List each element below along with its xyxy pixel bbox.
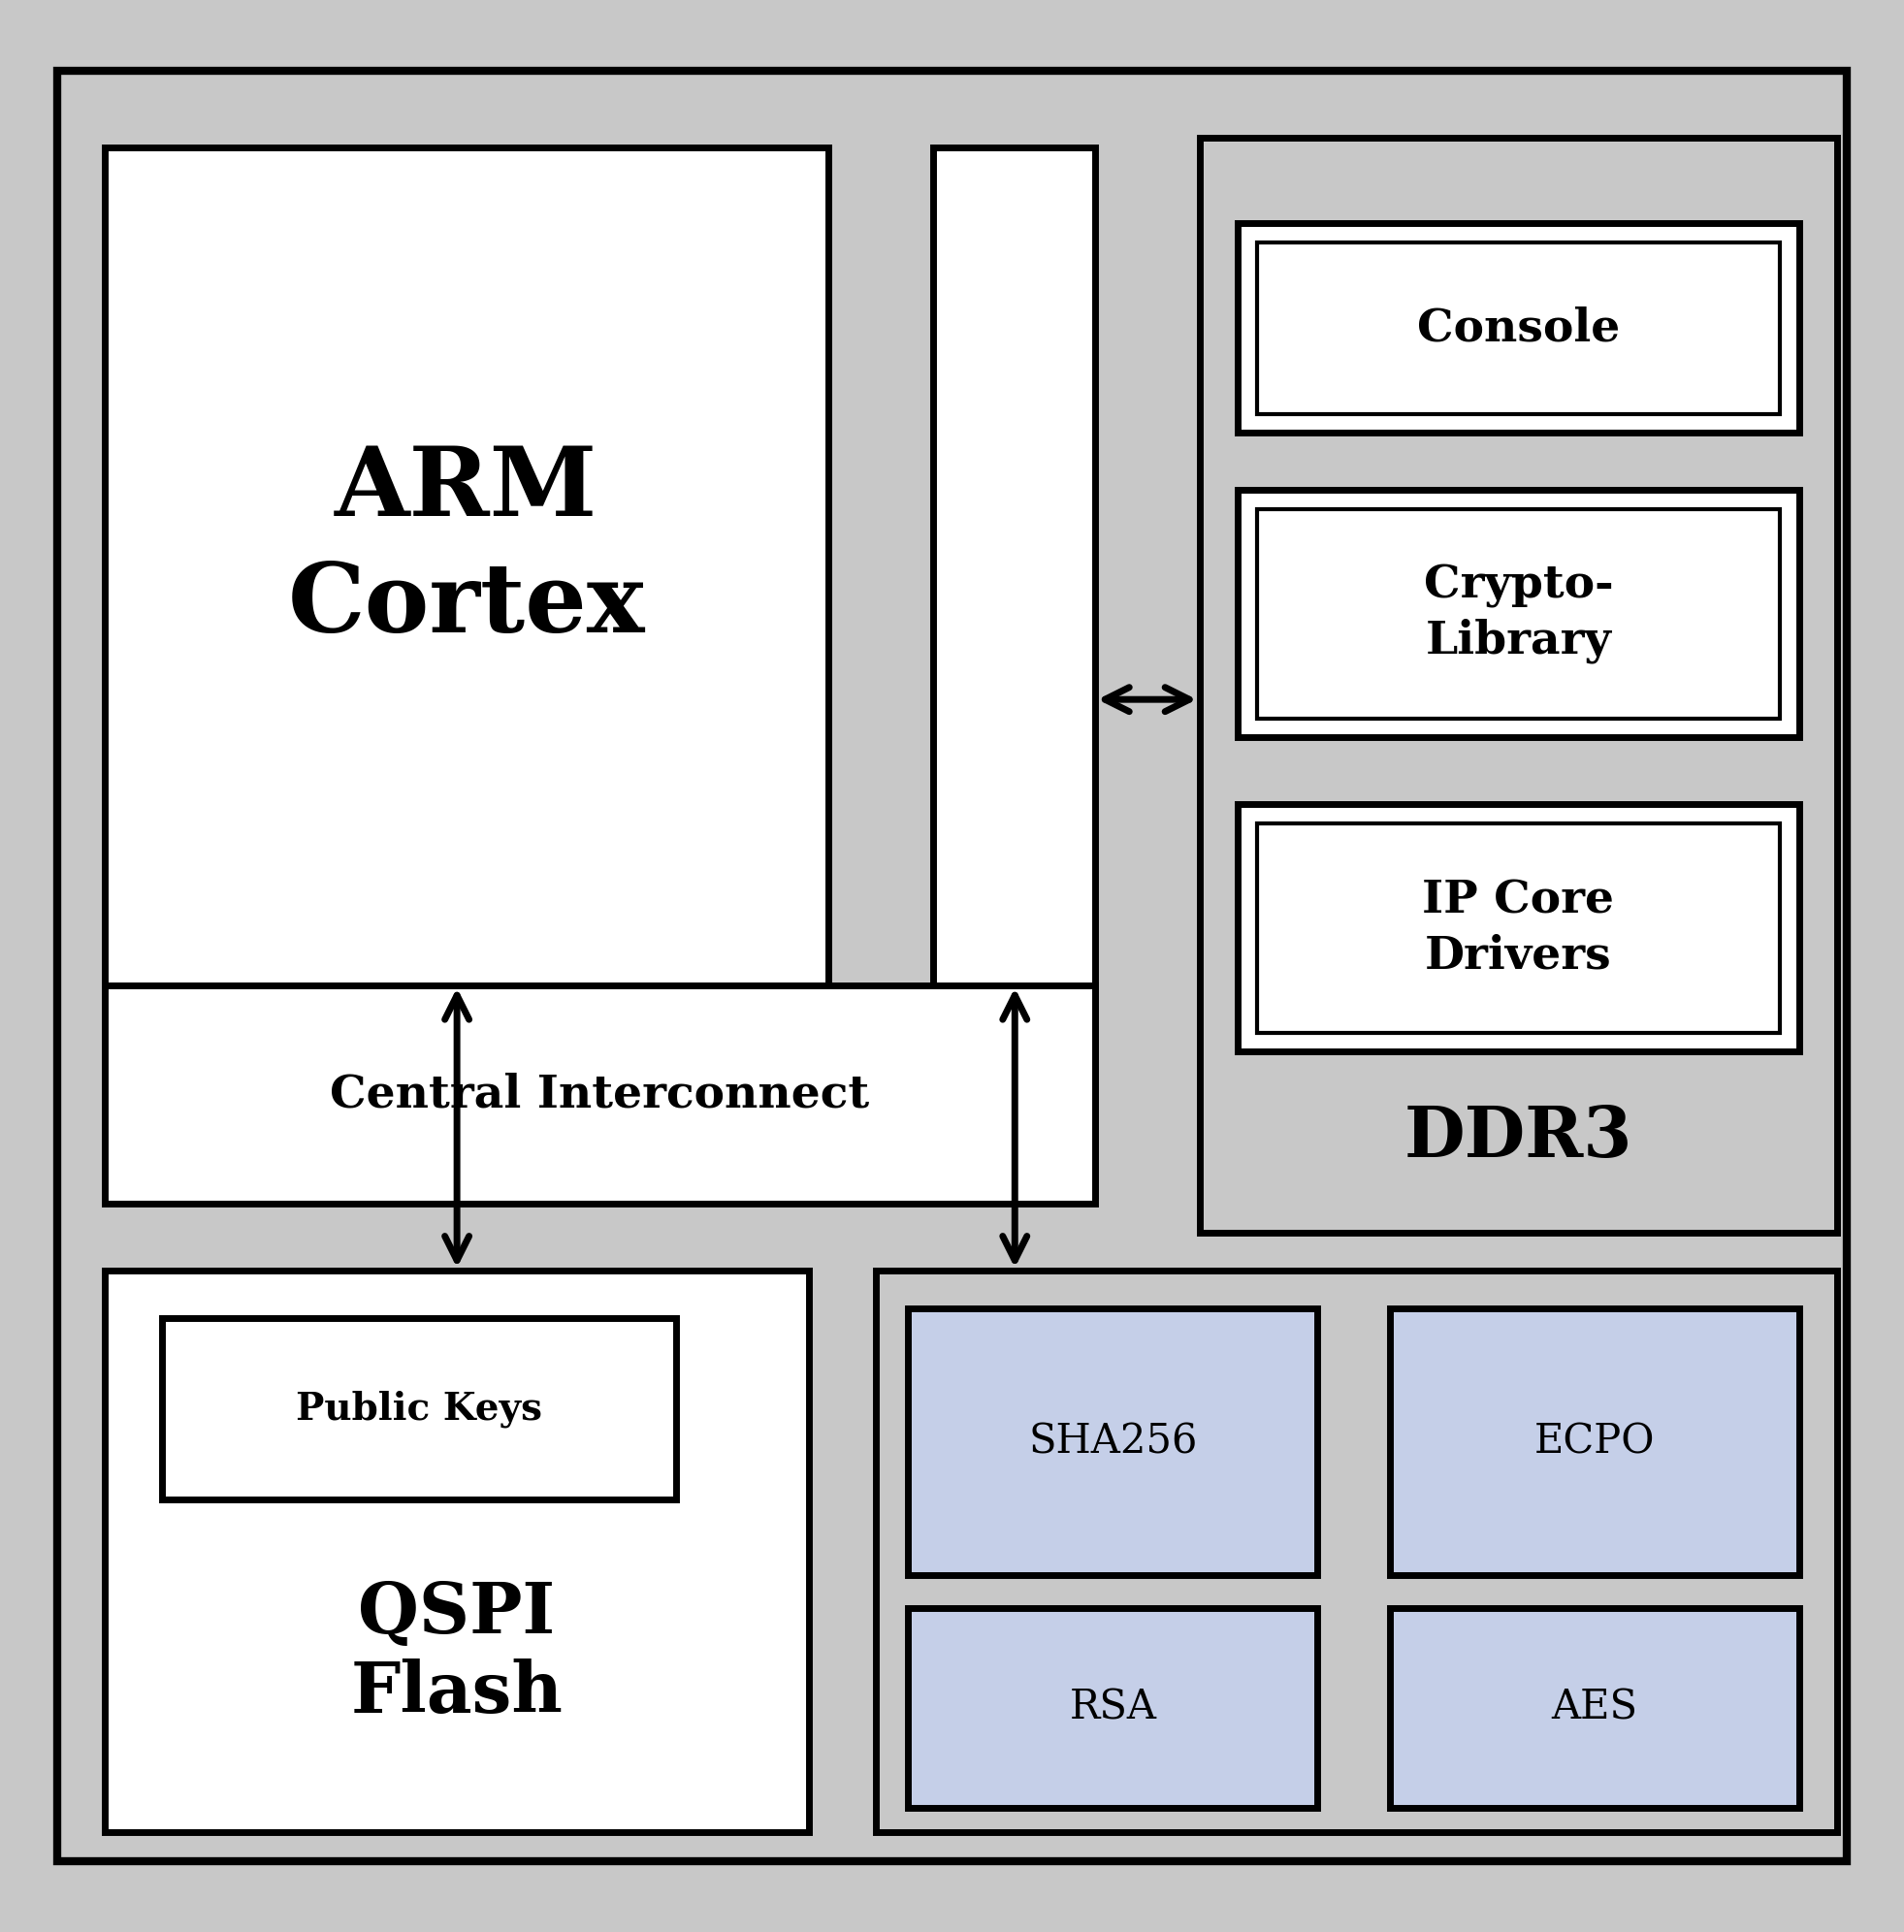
Text: Public Keys: Public Keys	[295, 1389, 543, 1428]
Bar	[1200, 137, 1837, 1233]
Bar	[1257, 508, 1780, 719]
Bar	[105, 147, 828, 985]
Text: Crypto-
Library: Crypto- Library	[1424, 564, 1613, 665]
Text: IP Core
Drivers: IP Core Drivers	[1422, 877, 1615, 978]
Bar	[1238, 491, 1799, 738]
Text: RSA: RSA	[1070, 1687, 1156, 1727]
Bar	[105, 1271, 809, 1832]
Text: ECPO: ECPO	[1535, 1422, 1655, 1463]
Text: DDR3: DDR3	[1405, 1103, 1632, 1171]
Bar	[1390, 1308, 1799, 1575]
Bar	[1390, 1607, 1799, 1808]
Bar	[1238, 804, 1799, 1051]
Text: SHA256: SHA256	[1028, 1422, 1198, 1463]
Text: QSPI
Flash: QSPI Flash	[350, 1578, 564, 1727]
Bar	[933, 147, 1095, 1194]
Bar	[876, 1271, 1837, 1832]
Text: Console: Console	[1417, 305, 1620, 350]
Bar	[1257, 243, 1780, 413]
Bar	[908, 1607, 1318, 1808]
Bar	[1257, 823, 1780, 1032]
Bar	[162, 1318, 676, 1499]
Bar	[908, 1308, 1318, 1575]
Text: ARM
Cortex: ARM Cortex	[288, 442, 645, 653]
Text: AES: AES	[1552, 1687, 1637, 1727]
Bar	[1238, 224, 1799, 433]
Bar	[105, 985, 1095, 1204]
Text: Central Interconnect: Central Interconnect	[329, 1072, 870, 1117]
